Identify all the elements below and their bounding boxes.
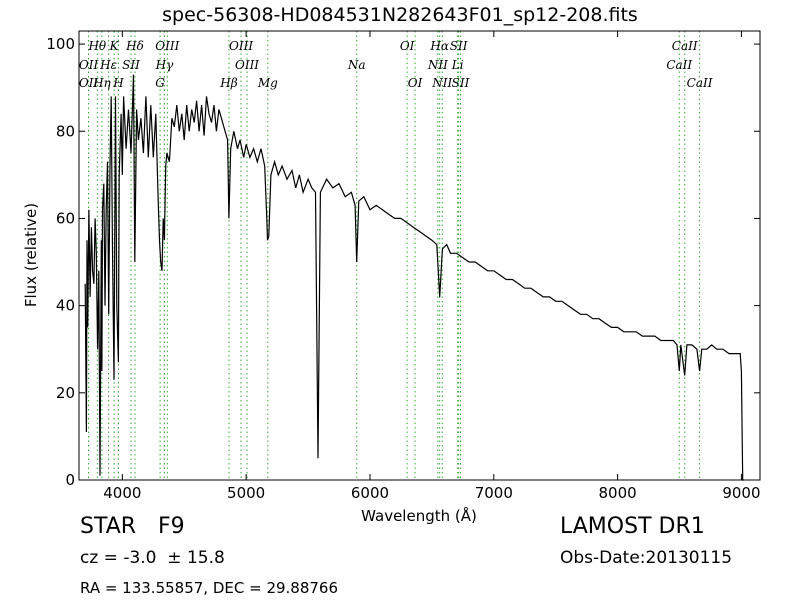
line-label-11: G xyxy=(155,76,165,90)
line-label-10: Hγ xyxy=(155,58,174,72)
line-label-0: Hθ xyxy=(87,39,106,53)
y-tick-label-0: 0 xyxy=(65,471,75,489)
line-label-19: Hα xyxy=(429,39,449,53)
line-label-6: SII xyxy=(122,58,140,72)
line-label-9: OIII xyxy=(155,39,179,53)
y-axis-label: Flux (relative) xyxy=(22,203,40,307)
line-label-13: OIII xyxy=(235,58,259,72)
y-tick-label-4: 80 xyxy=(56,122,75,140)
x-tick-label-0: 4000 xyxy=(103,484,141,502)
line-label-14: Hβ xyxy=(219,76,237,90)
x-tick-label-4: 8000 xyxy=(599,484,637,502)
line-label-24: SII xyxy=(452,76,470,90)
line-label-21: NII xyxy=(427,58,448,72)
line-label-5: Hε xyxy=(99,58,117,72)
line-label-7: H xyxy=(112,76,124,90)
line-label-18: OI xyxy=(408,76,423,90)
subclass: F9 xyxy=(158,514,185,539)
line-label-27: CaII xyxy=(687,76,713,90)
line-label-26: CaII xyxy=(666,58,692,72)
x-tick-label-1: 5000 xyxy=(227,484,265,502)
line-label-8: Hδ xyxy=(125,39,144,53)
line-label-17: OI xyxy=(400,39,415,53)
line-label-2: OII xyxy=(79,76,99,90)
line-label-4: K xyxy=(109,39,120,53)
chart-title: spec-56308-HD084531N282643F01_sp12-208.f… xyxy=(162,4,638,26)
line-label-1: OII xyxy=(79,58,99,72)
survey-name: LAMOST DR1 xyxy=(560,514,705,539)
line-label-3: Hη xyxy=(92,76,111,90)
redshift: cz = -3.0 ± 15.8 xyxy=(80,548,225,568)
x-axis-label: Wavelength (Å) xyxy=(361,506,477,525)
line-label-25: CaII xyxy=(672,39,698,53)
y-tick-label-3: 60 xyxy=(56,209,75,227)
line-label-23: NII xyxy=(431,76,452,90)
line-label-22: Li xyxy=(451,58,464,72)
obs-date: Obs-Date:20130115 xyxy=(560,548,733,568)
y-tick-label-2: 40 xyxy=(56,297,75,315)
line-label-20: SII xyxy=(450,39,468,53)
y-tick-label-1: 20 xyxy=(56,384,75,402)
object-class: STAR xyxy=(80,514,137,539)
x-tick-label-5: 9000 xyxy=(722,484,760,502)
line-label-12: OIII xyxy=(229,39,253,53)
y-tick-label-5: 100 xyxy=(46,35,75,53)
x-tick-label-2: 6000 xyxy=(351,484,389,502)
plot-frame xyxy=(78,30,761,481)
coordinates: RA = 133.55857, DEC = 29.88766 xyxy=(80,579,339,597)
line-markers xyxy=(88,31,701,480)
spectrum-line xyxy=(84,74,744,481)
axis-ticks: 4000 5000 6000 7000 8000 9000 0 20 40 60 80 100 xyxy=(46,31,761,502)
line-label-16: Na xyxy=(347,58,366,72)
x-tick-label-3: 7000 xyxy=(475,484,513,502)
line-label-15: Mg xyxy=(257,76,278,90)
